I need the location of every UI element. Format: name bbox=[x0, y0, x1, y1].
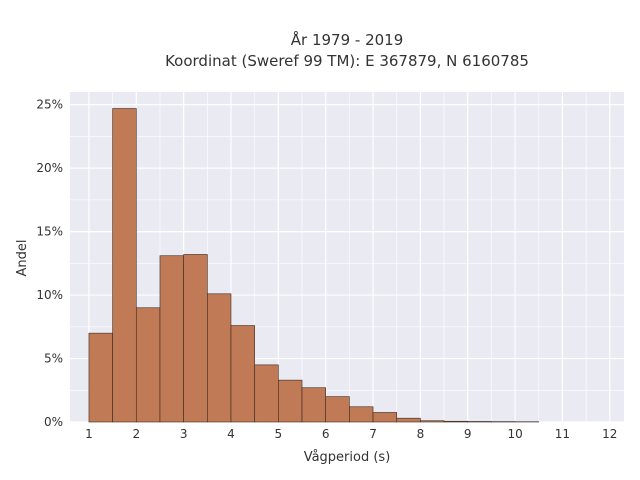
histogram-bar bbox=[467, 421, 492, 423]
histogram-bar bbox=[420, 420, 445, 423]
x-tick-label: 9 bbox=[464, 427, 472, 441]
y-tick-labels: 0% 5% 10% 15% 20% 25% bbox=[36, 98, 63, 429]
x-tick-label: 6 bbox=[322, 427, 330, 441]
x-tick-label: 10 bbox=[507, 427, 522, 441]
histogram-bar bbox=[443, 420, 469, 423]
bars bbox=[88, 108, 540, 423]
x-tick-label: 11 bbox=[555, 427, 570, 441]
x-tick-labels: 1 2 3 4 5 6 7 8 9 10 11 12 bbox=[85, 427, 617, 441]
histogram-bar bbox=[254, 364, 279, 423]
x-tick-label: 7 bbox=[369, 427, 377, 441]
histogram-bar bbox=[278, 379, 303, 423]
histogram-bar bbox=[301, 387, 326, 423]
histogram-bar bbox=[88, 332, 113, 423]
x-axis-label: Vågperiod (s) bbox=[304, 450, 391, 465]
x-tick-label: 3 bbox=[180, 427, 188, 441]
y-tick-label: 20% bbox=[36, 161, 63, 175]
y-axis-label: Andel bbox=[15, 240, 30, 277]
y-tick-label: 15% bbox=[36, 225, 63, 239]
x-tick-label: 8 bbox=[417, 427, 425, 441]
chart-title: År 1979 - 2019 bbox=[291, 30, 404, 49]
histogram-bar bbox=[183, 254, 208, 423]
x-tick-label: 1 bbox=[85, 427, 93, 441]
y-tick-label: 25% bbox=[36, 98, 63, 112]
histogram-bar bbox=[396, 417, 421, 423]
histogram-bar bbox=[325, 396, 350, 423]
histogram-bar bbox=[207, 293, 232, 423]
y-tick-label: 10% bbox=[36, 288, 63, 302]
histogram-bar bbox=[372, 412, 398, 423]
x-tick-label: 4 bbox=[227, 427, 235, 441]
histogram-bar bbox=[349, 406, 374, 423]
x-tick-label: 5 bbox=[275, 427, 283, 441]
histogram-bar bbox=[159, 255, 184, 423]
histogram-bar bbox=[135, 307, 161, 423]
x-tick-label: 2 bbox=[132, 427, 140, 441]
x-tick-label: 12 bbox=[602, 427, 617, 441]
histogram-bar bbox=[230, 325, 255, 423]
histogram-bar bbox=[112, 108, 137, 423]
y-tick-label: 0% bbox=[44, 415, 63, 429]
chart-subtitle: Koordinat (Sweref 99 TM): E 367879, N 61… bbox=[165, 52, 529, 70]
y-tick-label: 5% bbox=[44, 352, 63, 366]
